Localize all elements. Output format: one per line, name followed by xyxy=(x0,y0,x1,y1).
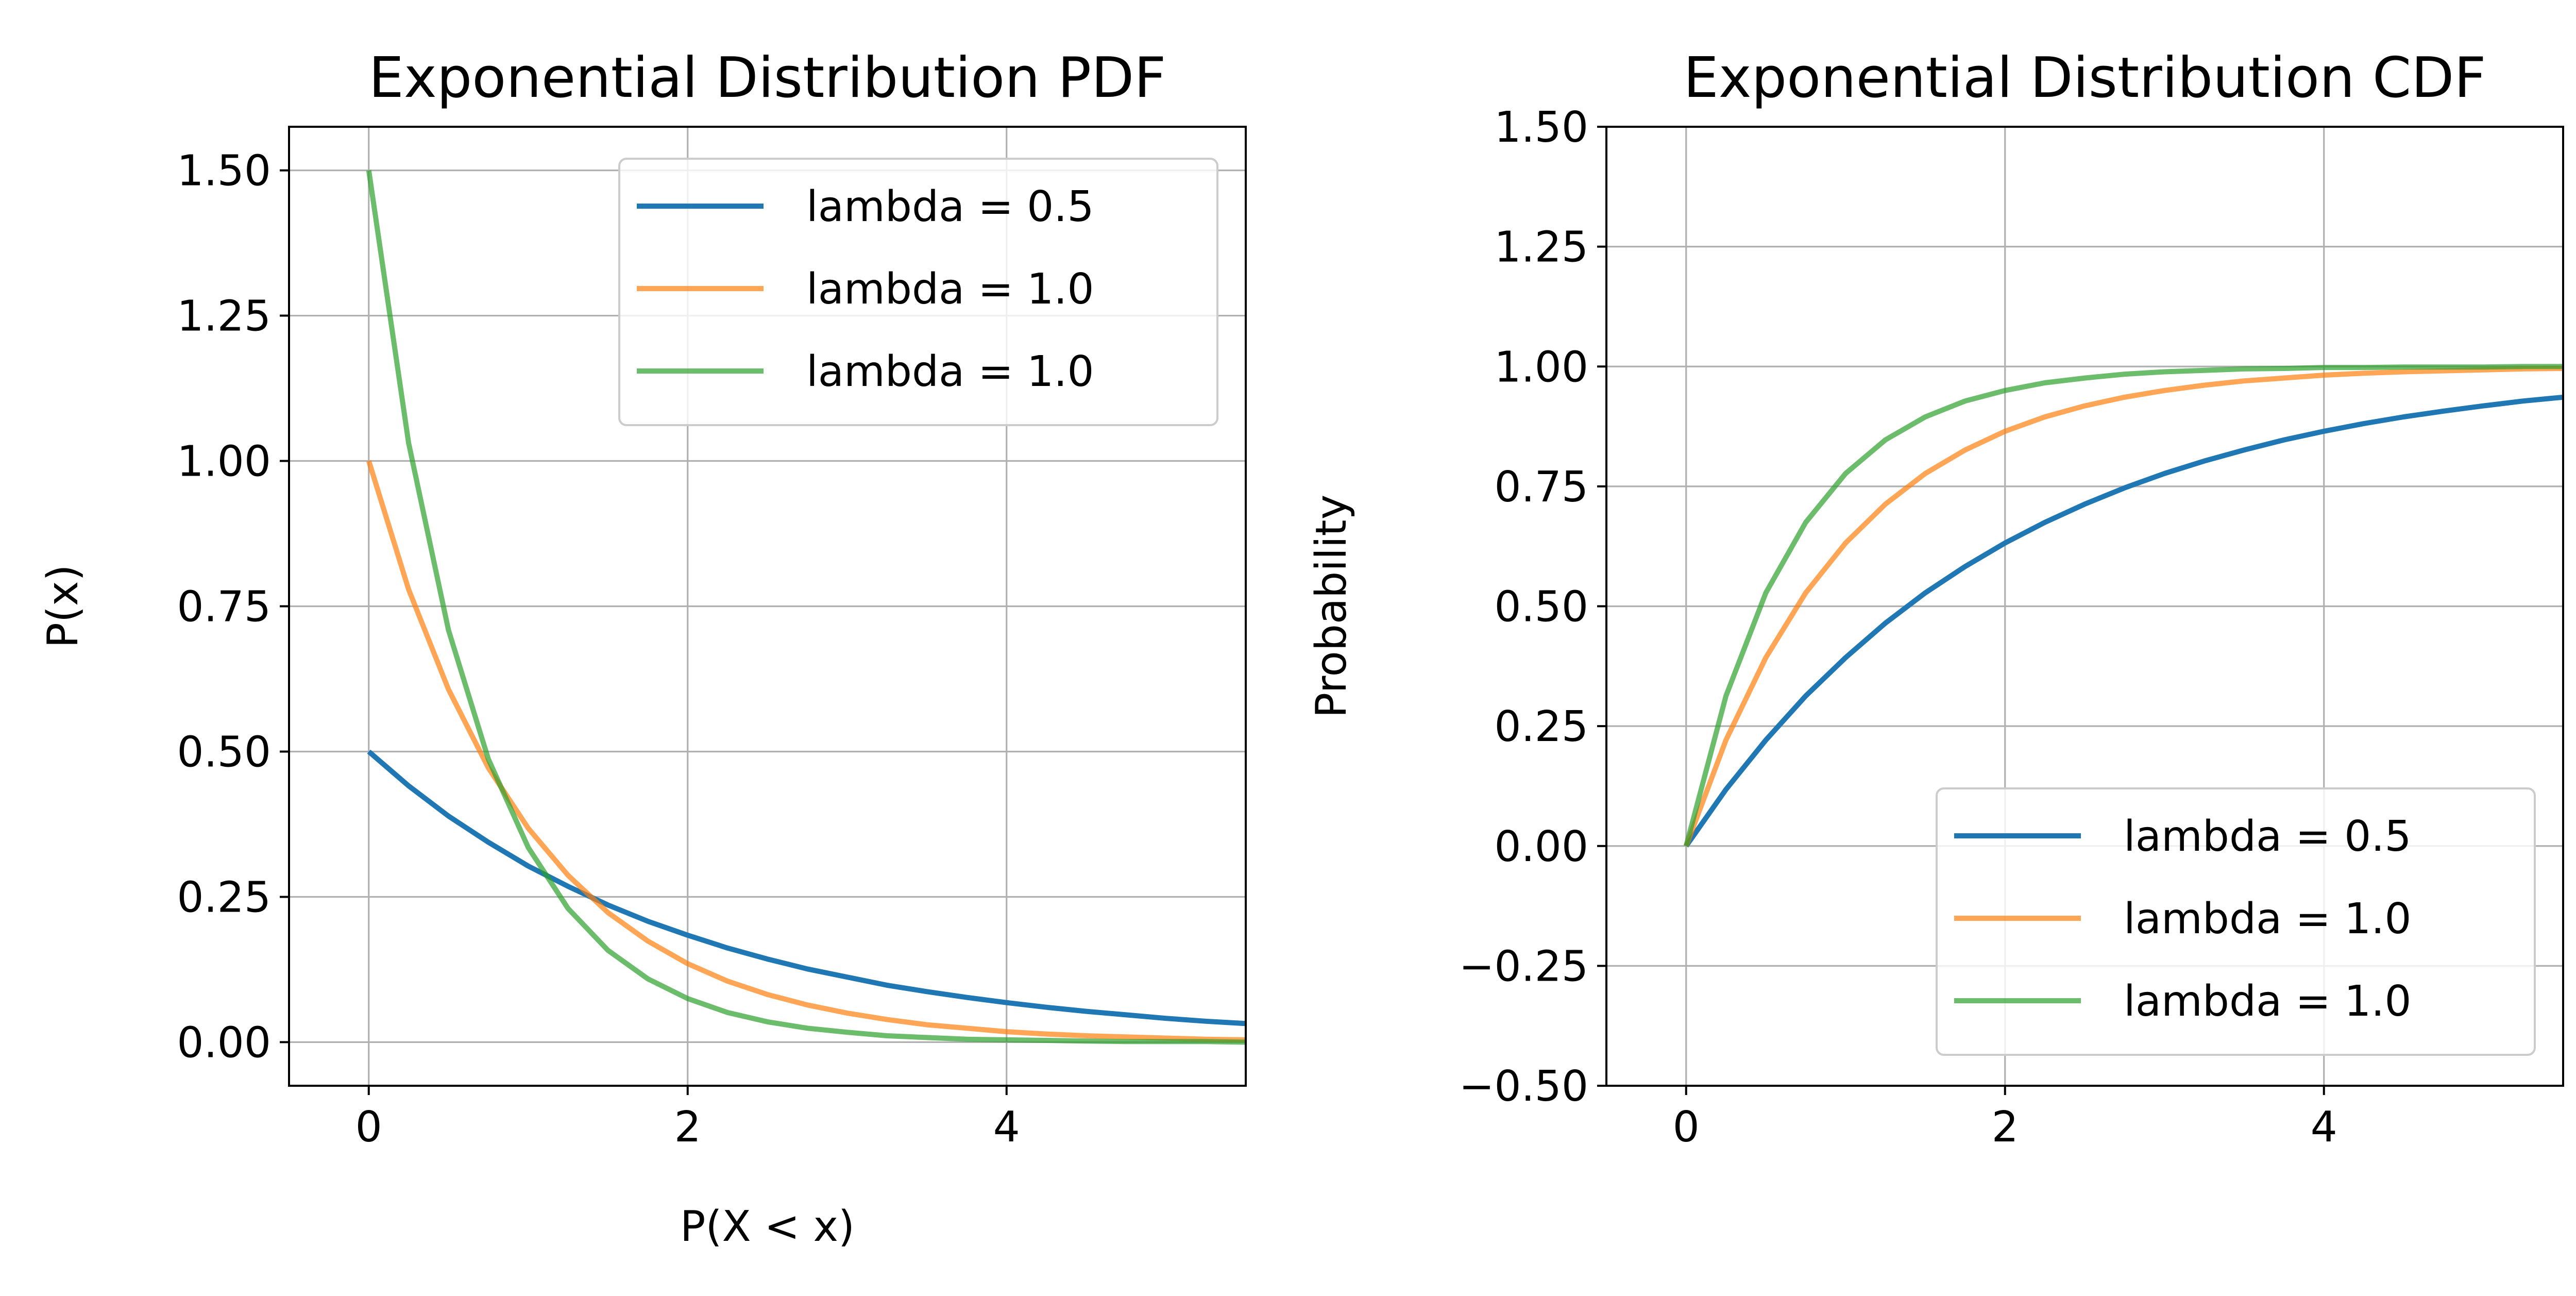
legend-label-2: lambda = 1.0 xyxy=(806,347,1094,396)
y-tick-label: 0.50 xyxy=(1494,583,1588,632)
legend-frame xyxy=(618,158,1218,426)
x-tick-label: 0 xyxy=(1673,1103,1700,1152)
chart-cdf: 0 2 4 −0.50 −0.25 0.00 0.25 0.50 0.75 1.00 1.25 1.5… xyxy=(1307,46,2564,1152)
chart-pdf: 0 2 4 0.00 0.25 0.50 0.75 1.00 1.25 1.50 Exponenti… xyxy=(39,46,1247,1251)
y-tick-label: 1.00 xyxy=(1494,343,1588,392)
chart-title: Exponential Distribution PDF xyxy=(369,46,1166,110)
legend-label-0: lambda = 0.5 xyxy=(806,182,1094,231)
legend-label-0: lambda = 0.5 xyxy=(2124,812,2412,861)
y-tick-label: 1.50 xyxy=(177,147,271,196)
y-tick-label: −0.25 xyxy=(1459,942,1588,991)
x-tick-label: 0 xyxy=(355,1103,382,1152)
series-line-1 xyxy=(366,460,1246,1042)
legend: lambda = 0.5 lambda = 1.0 lambda = 1.0 xyxy=(1936,787,2536,1056)
x-tick-label: 2 xyxy=(674,1103,701,1152)
y-tick-label: 0.25 xyxy=(177,873,271,922)
legend-label-1: lambda = 1.0 xyxy=(2124,895,2412,944)
y-tick-label: 1.00 xyxy=(177,437,271,486)
y-tick-label: 0.25 xyxy=(1494,702,1588,751)
y-axis-label: P(x) xyxy=(39,565,88,648)
legend-label-2: lambda = 1.0 xyxy=(2124,977,2412,1026)
series-line-0 xyxy=(1684,394,2563,848)
y-tick-label: 0.50 xyxy=(177,728,271,777)
x-tick-label: 4 xyxy=(993,1103,1020,1152)
legend: lambda = 0.5 lambda = 1.0 lambda = 1.0 xyxy=(618,158,1218,426)
chart-title: Exponential Distribution CDF xyxy=(1683,46,2486,110)
legend-frame xyxy=(1936,787,2536,1056)
x-tick-label: 4 xyxy=(2311,1103,2337,1152)
x-tick-label: 2 xyxy=(1992,1103,2019,1152)
series-group xyxy=(366,170,1246,1045)
y-tick-label: −0.50 xyxy=(1459,1062,1588,1111)
series-line-1 xyxy=(1684,366,2563,847)
series-line-2 xyxy=(1683,364,2563,847)
y-tick-label: 1.25 xyxy=(177,292,271,341)
y-axis-label: Probability xyxy=(1307,495,1356,718)
y-tick-label: 1.25 xyxy=(1494,223,1588,272)
y-tick-label: 0.00 xyxy=(177,1018,271,1067)
series-line-2 xyxy=(366,170,1246,1045)
series-group xyxy=(1683,364,2563,848)
y-tick-label: 0.75 xyxy=(1494,463,1588,512)
legend-label-1: lambda = 1.0 xyxy=(806,265,1094,314)
y-tick-label: 0.00 xyxy=(1494,822,1588,871)
y-tick-label: 1.50 xyxy=(1494,103,1588,152)
x-axis-label: P(X < x) xyxy=(680,1202,855,1251)
y-tick-label: 0.75 xyxy=(177,583,271,632)
series-line-0 xyxy=(367,749,1246,1026)
